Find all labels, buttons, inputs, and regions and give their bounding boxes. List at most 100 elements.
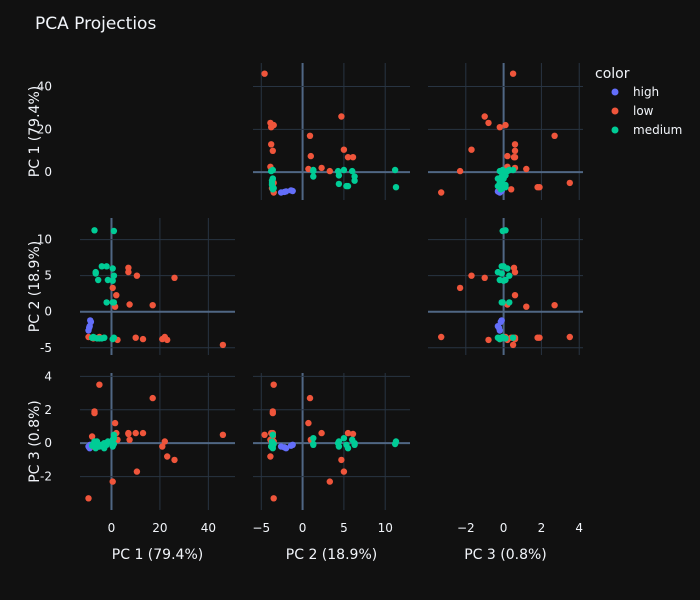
legend-item-medium[interactable]: medium xyxy=(611,123,683,137)
point-low xyxy=(340,468,348,475)
x-tick-label: 0 xyxy=(500,521,508,535)
x-tick-label: −5 xyxy=(252,521,270,535)
point-low xyxy=(149,302,156,309)
point-high xyxy=(87,317,94,324)
point-medium xyxy=(340,435,348,442)
y-tick-label: 0 xyxy=(44,436,52,450)
point-low xyxy=(510,154,518,161)
point-low xyxy=(485,336,492,344)
point-low xyxy=(139,335,147,343)
point-medium xyxy=(91,227,98,234)
point-medium xyxy=(506,299,513,306)
point-low xyxy=(566,333,573,341)
y-tick-label: 2 xyxy=(44,403,52,417)
x-axis-label: PC 2 (18.9%) xyxy=(286,547,377,563)
legend-title: color xyxy=(595,66,630,82)
point-medium xyxy=(349,436,356,443)
point-medium xyxy=(344,445,352,452)
legend: color high low medium xyxy=(595,66,682,137)
point-medium xyxy=(335,180,343,188)
point-low xyxy=(485,119,492,127)
x-tick-label: 40 xyxy=(201,521,216,535)
point-low xyxy=(133,468,141,475)
point-medium xyxy=(109,265,116,272)
y-tick-label: 20 xyxy=(37,122,52,136)
point-medium xyxy=(504,265,511,272)
point-low xyxy=(113,292,120,299)
point-high xyxy=(495,324,503,331)
point-low xyxy=(164,453,171,460)
point-medium xyxy=(391,166,399,174)
point-low xyxy=(534,334,541,341)
legend-marker xyxy=(611,107,619,115)
point-medium xyxy=(500,175,507,182)
point-low xyxy=(496,124,503,131)
point-medium xyxy=(499,333,506,341)
point-low xyxy=(509,341,517,349)
point-high xyxy=(498,317,505,324)
y-tick-label: 0 xyxy=(44,305,52,319)
point-low xyxy=(318,429,325,437)
point-medium xyxy=(269,166,276,174)
point-medium xyxy=(506,272,513,279)
point-medium xyxy=(509,334,517,341)
point-low xyxy=(261,70,268,77)
chart-title: PCA Projectios xyxy=(35,14,156,34)
point-medium xyxy=(110,227,118,235)
legend-item-high[interactable]: high xyxy=(611,85,660,99)
point-medium xyxy=(110,334,118,341)
x-tick-label: 2 xyxy=(538,521,546,535)
point-low xyxy=(126,301,133,308)
point-low xyxy=(171,274,178,281)
point-low xyxy=(149,394,156,402)
point-medium xyxy=(500,277,507,284)
point-low xyxy=(306,394,314,402)
point-low xyxy=(481,274,488,281)
point-low xyxy=(270,381,277,388)
point-low xyxy=(159,443,166,450)
panel-3-2 xyxy=(253,373,410,510)
point-low xyxy=(326,167,333,175)
point-low xyxy=(508,186,515,193)
point-medium xyxy=(351,173,358,180)
point-medium xyxy=(101,334,108,341)
legend-label: low xyxy=(633,104,654,118)
point-high xyxy=(281,188,288,196)
point-medium xyxy=(494,268,502,276)
point-low xyxy=(511,292,519,299)
point-medium xyxy=(391,440,399,448)
point-low xyxy=(219,341,227,349)
point-medium xyxy=(101,440,108,447)
x-tick-label: 20 xyxy=(152,521,167,535)
x-tick-label: 0 xyxy=(299,521,307,535)
y-tick-label: 40 xyxy=(37,80,52,94)
point-high xyxy=(289,441,296,448)
legend-label: medium xyxy=(633,123,682,137)
panel-2-3 xyxy=(428,218,583,355)
point-low xyxy=(126,436,133,443)
point-low xyxy=(85,495,92,502)
point-medium xyxy=(103,263,110,270)
point-medium xyxy=(110,272,118,279)
point-low xyxy=(326,478,333,485)
point-low xyxy=(349,430,357,438)
point-medium xyxy=(310,166,317,174)
point-low xyxy=(534,184,541,191)
point-medium xyxy=(499,185,506,192)
point-low xyxy=(502,121,509,129)
point-medium xyxy=(334,440,342,447)
point-low xyxy=(91,409,98,417)
legend-marker xyxy=(611,88,619,96)
point-medium xyxy=(110,431,118,438)
point-low xyxy=(267,453,274,460)
point-medium xyxy=(499,299,506,306)
point-medium xyxy=(310,435,317,442)
point-low xyxy=(125,430,132,438)
point-low xyxy=(509,70,517,77)
y-axis-label: PC 1 (79.4%) xyxy=(27,86,43,177)
point-low xyxy=(269,147,276,154)
point-low xyxy=(132,334,139,341)
legend-item-low[interactable]: low xyxy=(611,104,654,118)
